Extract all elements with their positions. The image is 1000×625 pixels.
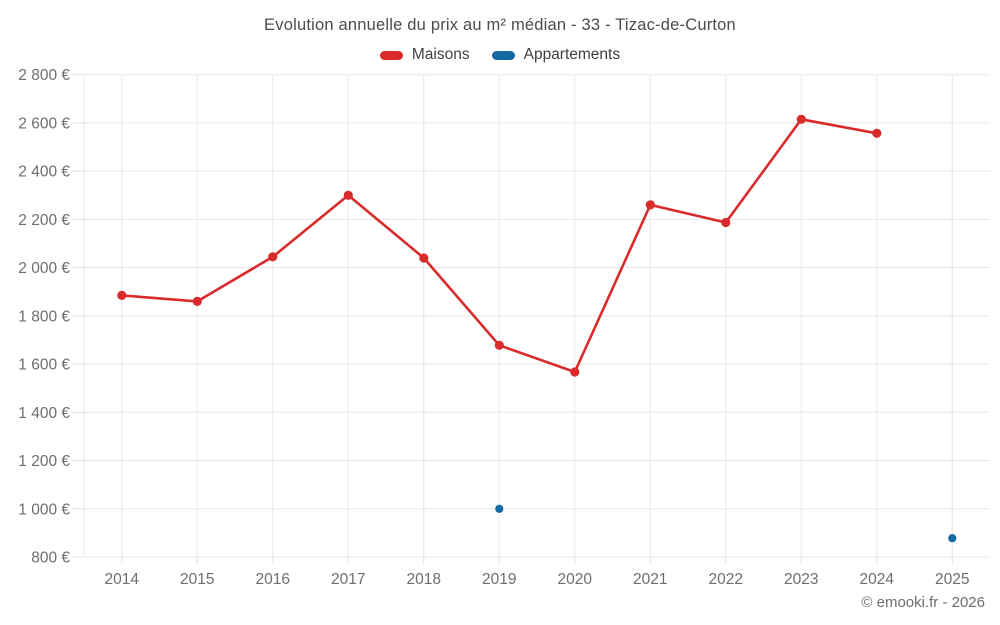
x-tick-label: 2024 [860, 571, 895, 588]
maisons-data-point[interactable] [570, 367, 580, 377]
legend-swatch-icon [379, 50, 403, 60]
x-tick-label: 2017 [331, 571, 365, 588]
y-tick-label: 1 000 € [18, 501, 70, 518]
x-tick-label: 2021 [633, 571, 667, 588]
legend-swatch-icon [491, 50, 515, 60]
chart-title: Evolution annuelle du prix au m² médian … [264, 16, 736, 34]
x-tick-label: 2025 [935, 571, 969, 588]
x-tick-label: 2016 [256, 571, 290, 588]
appartements-data-point[interactable] [948, 534, 957, 543]
x-tick-label: 2022 [709, 571, 743, 588]
x-tick-label: 2019 [482, 571, 516, 588]
maisons-data-point[interactable] [192, 296, 202, 306]
maisons-data-point[interactable] [343, 190, 353, 200]
y-tick-label: 2 000 € [18, 260, 70, 277]
legend-label: Maisons [411, 46, 470, 63]
maisons-data-point[interactable] [494, 340, 504, 350]
y-tick-label: 2 400 € [18, 164, 70, 181]
x-tick-label: 2023 [784, 571, 818, 588]
x-tick-label: 2015 [180, 571, 214, 588]
y-tick-label: 2 200 € [18, 212, 70, 229]
legend-item-appartements[interactable]: Appartements [491, 46, 621, 64]
y-tick-label: 1 800 € [18, 308, 70, 325]
x-tick-label: 2018 [407, 571, 441, 588]
y-tick-label: 2 800 € [18, 67, 70, 84]
maisons-data-point[interactable] [645, 200, 655, 210]
y-tick-label: 1 400 € [18, 405, 70, 422]
legend-label: Appartements [523, 46, 621, 63]
y-tick-label: 800 € [31, 550, 70, 567]
y-tick-label: 2 600 € [18, 115, 70, 132]
maisons-data-point[interactable] [796, 114, 806, 124]
y-tick-label: 1 200 € [18, 453, 70, 470]
maisons-data-point[interactable] [721, 217, 731, 228]
maisons-data-point[interactable] [268, 252, 278, 262]
legend-item-maisons[interactable]: Maisons [379, 46, 470, 64]
attribution: © emooki.fr - 2026 [861, 594, 985, 611]
x-tick-label: 2020 [558, 571, 593, 588]
x-tick-label: 2014 [105, 571, 140, 588]
maisons-data-point[interactable] [872, 128, 882, 138]
y-tick-label: 1 600 € [18, 357, 70, 374]
chart-legend: Maisons Appartements [0, 46, 1000, 64]
maisons-data-point[interactable] [117, 290, 127, 300]
maisons-data-point[interactable] [419, 253, 429, 263]
appartements-data-point[interactable] [495, 504, 504, 513]
